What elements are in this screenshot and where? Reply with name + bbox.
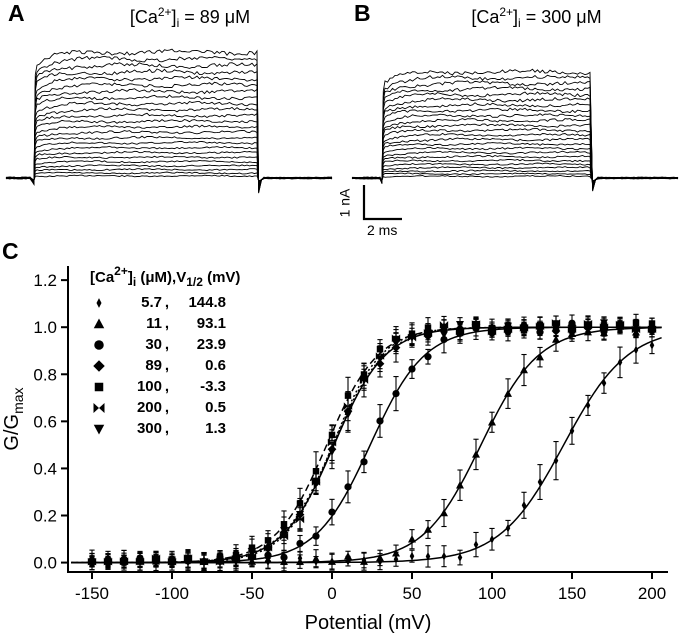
scale-bar-current-label: 1 nA: [336, 188, 353, 218]
legend-comma: ,: [164, 399, 170, 416]
legend-conc-value: 89: [145, 357, 162, 374]
legend-conc-value: 100: [136, 378, 162, 395]
legend-conc-value: 300: [136, 420, 162, 437]
current-trace: [5, 106, 333, 188]
legend-vhalf-value: 0.6: [205, 357, 226, 374]
x-tick-label: -150: [75, 584, 109, 603]
current-traces-a: [5, 48, 333, 194]
current-trace: [351, 162, 679, 183]
legend-header: [Ca2+]i (μM),V1/2 (mV): [90, 264, 241, 289]
gv-chart: -150 -100 -50 0 50 100 150 200 0.0 0.2 0.4 0.6 0.8 1.…: [1, 266, 668, 634]
legend-conc-value: 5.7: [141, 294, 162, 311]
legend-row: 5.7, 144.8: [90, 292, 240, 313]
current-trace: [5, 94, 333, 189]
figure-panel-a: A [Ca2+]i = 89 μM: [0, 0, 346, 240]
y-tick-label: 0.6: [33, 412, 57, 431]
legend-row: 200, 0.5: [90, 397, 240, 418]
x-axis-label: Potential (mV): [305, 612, 432, 634]
panel-b-label: B: [354, 0, 371, 26]
y-tick-label: 1.2: [33, 271, 57, 290]
legend-row: 300, 1.3: [90, 418, 240, 439]
legend-marker-bowtie-icon: [90, 401, 120, 415]
legend-comma: ,: [164, 357, 170, 374]
panel-a-label: A: [8, 0, 25, 26]
legend-vhalf-value: 144.8: [188, 294, 226, 311]
legend-row: 11, 93.1: [90, 313, 240, 334]
current-trace: [351, 68, 679, 192]
x-tick-label: 200: [638, 584, 666, 603]
legend-row: 89, 0.6: [90, 355, 240, 376]
legend-vhalf-value: 23.9: [196, 336, 226, 353]
legend-comma: ,: [164, 420, 170, 437]
y-axis-label: G/Gmax: [1, 387, 26, 450]
x-tick-label: -50: [240, 584, 265, 603]
legend-comma: ,: [164, 378, 170, 395]
current-trace: [351, 166, 679, 183]
panel-c-label: C: [2, 238, 19, 264]
chart-legend: [Ca2+]i (μM),V1/2 (mV) 5.7, 144.8 11, 93.1 3…: [90, 264, 240, 439]
data-markers: [87, 319, 657, 567]
scale-bar-path: [362, 185, 402, 221]
legend-marker-triangle-up-icon: [90, 317, 120, 331]
legend-conc-value: 30: [145, 336, 162, 353]
legend-vhalf-value: -3.3: [200, 378, 226, 395]
current-trace: [5, 168, 333, 182]
legend-row: 30, 23.9: [90, 334, 240, 355]
x-tick-label: 150: [558, 584, 586, 603]
x-tick-label: 0: [327, 584, 336, 603]
legend-conc-value: 200: [136, 399, 162, 416]
current-traces-b: [351, 68, 679, 192]
legend-row: 100, -3.3: [90, 376, 240, 397]
current-trace: [351, 85, 678, 190]
legend-marker-square-icon: [90, 380, 120, 394]
y-tick-label: 0.4: [33, 459, 57, 478]
x-tick-label: 50: [403, 584, 422, 603]
current-trace: [352, 102, 679, 188]
legend-vhalf-value: 0.5: [205, 399, 226, 416]
y-tick-label: 0.2: [33, 507, 57, 526]
y-tick-label: 0.8: [33, 365, 57, 384]
legend-comma: ,: [164, 315, 170, 332]
scale-bar-lines: [362, 185, 402, 221]
legend-marker-circle-icon: [90, 338, 120, 352]
x-tick-label: -100: [155, 584, 189, 603]
current-trace: [5, 55, 333, 193]
figure-panel-b: B [Ca2+]i = 300 μM: [346, 0, 693, 240]
panel-a-title: [Ca2+]i = 89 μM: [129, 5, 251, 30]
legend-vhalf-value: 93.1: [196, 315, 226, 332]
x-tick-label: 100: [478, 584, 506, 603]
current-trace: [5, 81, 333, 190]
legend-vhalf-value: 1.3: [205, 420, 226, 437]
legend-marker-diamond-icon: [90, 359, 120, 373]
current-trace: [5, 75, 332, 191]
current-trace: [5, 48, 333, 194]
y-tick-label: 1.0: [33, 318, 57, 337]
legend-comma: ,: [164, 336, 170, 353]
legend-comma: ,: [164, 294, 170, 311]
legend-marker-triangle-down-icon: [90, 422, 120, 436]
legend-conc-value: 11: [146, 315, 162, 332]
axes: -150 -100 -50 0 50 100 150 200 0.0 0.2 0.4 0.6 0.8 1.…: [33, 266, 668, 603]
chart-legend-rows: 5.7, 144.8 11, 93.1 30, 23.9 89, 0.6 100, -3.3 200…: [90, 292, 240, 439]
legend-marker-thin-diamond-icon: [90, 296, 120, 310]
scale-bar: 1 nA 2 ms: [336, 182, 428, 244]
scale-bar-time-label: 2 ms: [367, 222, 398, 238]
panel-b-title: [Ca2+]i = 300 μM: [471, 5, 602, 30]
current-trace: [351, 74, 679, 191]
y-tick-label: 0.0: [33, 554, 57, 573]
current-trace: [5, 130, 333, 187]
gv-curve-panel: -150 -100 -50 0 50 100 150 200 0.0 0.2 0.4 0.6 0.8 1.…: [0, 250, 693, 636]
